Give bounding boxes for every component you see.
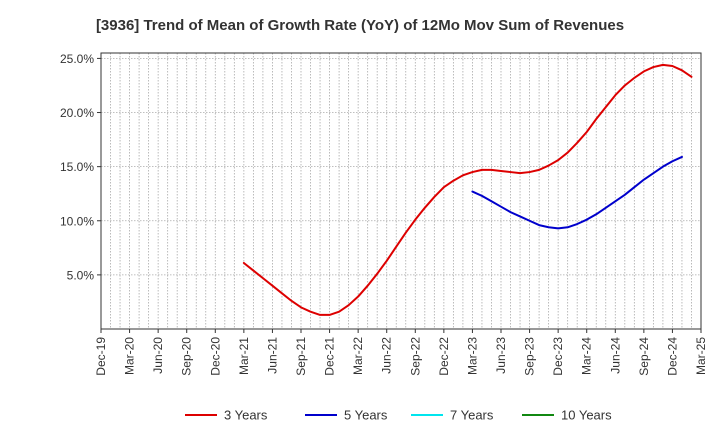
series-lines — [242, 63, 693, 316]
legend: 3 Years 5 Years 7 Years 10 Years — [185, 408, 612, 423]
legend-label: 7 Years — [450, 408, 494, 423]
y-tick-label: 25.0% — [60, 52, 94, 66]
x-tick-label: Dec-20 — [208, 337, 222, 376]
x-axis-tick-labels: Dec-19 Mar-20 Jun-20 Sep-20 Dec-20 Mar-21 Jun-… — [94, 329, 708, 376]
series-line-3-years — [242, 63, 693, 316]
x-tick-label: Jun-23 — [494, 337, 508, 374]
y-tick-label: 5.0% — [67, 268, 95, 282]
x-tick-label: Sep-21 — [294, 337, 308, 376]
x-tick-label: Mar-22 — [351, 337, 365, 375]
x-tick-label: Jun-24 — [608, 337, 622, 374]
x-tick-label: Dec-23 — [551, 337, 565, 376]
x-tick-label: Mar-21 — [237, 337, 251, 375]
legend-label: 3 Years — [224, 408, 268, 423]
x-tick-label: Sep-23 — [523, 337, 537, 376]
x-tick-label: Dec-19 — [94, 337, 108, 376]
x-tick-label: Mar-24 — [580, 337, 594, 375]
legend-label: 5 Years — [344, 408, 388, 423]
legend-label: 10 Years — [561, 408, 612, 423]
x-tick-label: Sep-20 — [180, 337, 194, 376]
x-tick-label: Dec-22 — [437, 337, 451, 376]
x-tick-label: Jun-22 — [380, 337, 394, 374]
x-tick-label: Dec-24 — [665, 337, 679, 376]
x-tick-label: Dec-21 — [323, 337, 337, 376]
chart-title: [3936] Trend of Mean of Growth Rate (YoY… — [96, 17, 624, 34]
y-axis-tick-labels: 5.0% 10.0% 15.0% 20.0% 25.0% — [60, 52, 101, 282]
x-tick-label: Mar-25 — [694, 337, 708, 375]
y-tick-label: 10.0% — [60, 214, 94, 228]
x-tick-label: Mar-20 — [123, 337, 137, 375]
x-tick-label: Jun-21 — [265, 337, 279, 374]
x-tick-label: Jun-20 — [151, 337, 165, 374]
series-line-5-years — [471, 155, 683, 230]
grid-lines — [101, 53, 701, 329]
x-tick-label: Mar-23 — [465, 337, 479, 375]
y-tick-label: 20.0% — [60, 106, 94, 120]
plot-frame — [100, 52, 702, 330]
y-tick-label: 15.0% — [60, 160, 94, 174]
x-tick-label: Sep-24 — [637, 337, 651, 376]
x-tick-label: Sep-22 — [408, 337, 422, 376]
